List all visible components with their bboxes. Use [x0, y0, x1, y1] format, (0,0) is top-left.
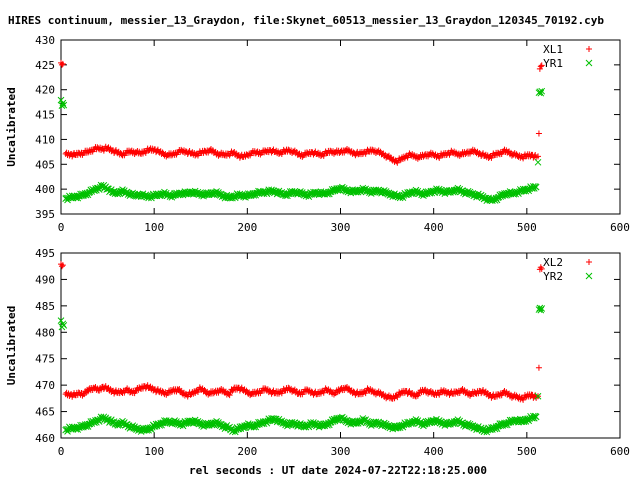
data-point [58, 61, 65, 68]
data-point [358, 417, 366, 425]
top-panel: 395 400 405 410 415 420 425 430 0 100 200 300 400 500… [5, 34, 630, 234]
data-point [537, 89, 545, 97]
y-tick-label: 415 [35, 109, 55, 122]
data-point [263, 190, 271, 198]
y-tick-label: 490 [35, 273, 55, 286]
data-point [407, 190, 415, 198]
x-tick-label: 200 [237, 445, 257, 458]
x-axis-label: rel seconds : UT date 2024-07-22T22:18:2… [189, 464, 487, 477]
data-point [358, 186, 366, 194]
data-point [58, 263, 65, 270]
legend-label: YR1 [543, 57, 563, 70]
data-point [59, 60, 66, 67]
y-tick-label: 405 [35, 158, 55, 171]
data-point [229, 387, 236, 394]
data-point [529, 185, 536, 192]
data-point [209, 189, 217, 196]
data-point [535, 153, 542, 160]
data-point [156, 192, 164, 200]
data-point [536, 304, 544, 312]
x-tick-label: 100 [144, 445, 164, 458]
legend-label: XL1 [543, 43, 563, 56]
x-tick-label: 300 [331, 221, 351, 234]
data-point [534, 392, 542, 400]
data-point [369, 387, 376, 394]
x-tick-label: 0 [58, 445, 65, 458]
y-tick-label: 420 [35, 84, 55, 97]
data-point [59, 99, 67, 107]
data-point [59, 262, 66, 269]
chart-title: HIRES continuum, messier_13_Graydon, fil… [8, 14, 604, 27]
y-tick-label: 425 [35, 59, 55, 72]
data-point [57, 317, 65, 325]
x-tick-label: 400 [424, 221, 444, 234]
y-tick-label: 400 [35, 183, 55, 196]
y-tick-label: 460 [35, 432, 55, 445]
series-YR2 [57, 304, 546, 436]
legend-marker [586, 259, 592, 265]
bottom-panel: 460 465 470 475 480 485 490 495 0 100 200 300 400 500… [5, 247, 630, 458]
x-tick-label: 600 [610, 221, 630, 234]
y-axis-label: Uncalibrated [5, 87, 18, 166]
data-point [532, 183, 540, 191]
data-point [538, 87, 546, 95]
y-tick-label: 480 [35, 326, 55, 339]
data-point [537, 63, 544, 70]
legend-marker [585, 59, 593, 67]
x-tick-label: 600 [610, 445, 630, 458]
data-point [97, 181, 105, 189]
x-tick-label: 200 [237, 221, 257, 234]
legend-marker [585, 272, 593, 280]
data-point [208, 191, 216, 198]
series-YR1 [57, 87, 546, 205]
x-tick-label: 0 [58, 221, 65, 234]
plot-frame [60, 252, 621, 439]
data-point [60, 101, 68, 109]
data-point [226, 392, 233, 399]
legend-label: YR2 [543, 270, 563, 283]
data-point [535, 364, 542, 371]
legend-label: XL2 [543, 256, 563, 269]
data-point [532, 413, 540, 421]
data-point [60, 322, 68, 329]
y-tick-label: 395 [35, 208, 55, 221]
data-point [335, 184, 342, 192]
y-tick-label: 495 [35, 247, 55, 260]
data-point [535, 130, 542, 137]
data-point [335, 414, 342, 422]
data-point [57, 96, 65, 104]
data-point [538, 62, 545, 69]
x-tick-label: 300 [331, 445, 351, 458]
legend-marker [586, 46, 592, 52]
y-axis-label: Uncalibrated [5, 306, 18, 385]
y-tick-label: 410 [35, 133, 55, 146]
data-point [538, 305, 546, 312]
y-tick-label: 465 [35, 406, 55, 419]
data-point [529, 414, 536, 422]
data-point [414, 392, 421, 399]
x-tick-label: 500 [517, 221, 537, 234]
data-point [327, 387, 334, 394]
series-XL1 [58, 59, 545, 166]
y-tick-label: 475 [35, 353, 55, 366]
x-tick-label: 400 [424, 445, 444, 458]
y-tick-label: 485 [35, 300, 55, 313]
data-point [534, 158, 542, 166]
data-point [538, 265, 545, 272]
x-tick-label: 500 [517, 445, 537, 458]
data-point [431, 189, 438, 197]
x-tick-label: 100 [144, 221, 164, 234]
series-XL2 [58, 261, 545, 403]
y-tick-label: 470 [35, 379, 55, 392]
y-tick-label: 430 [35, 34, 55, 47]
